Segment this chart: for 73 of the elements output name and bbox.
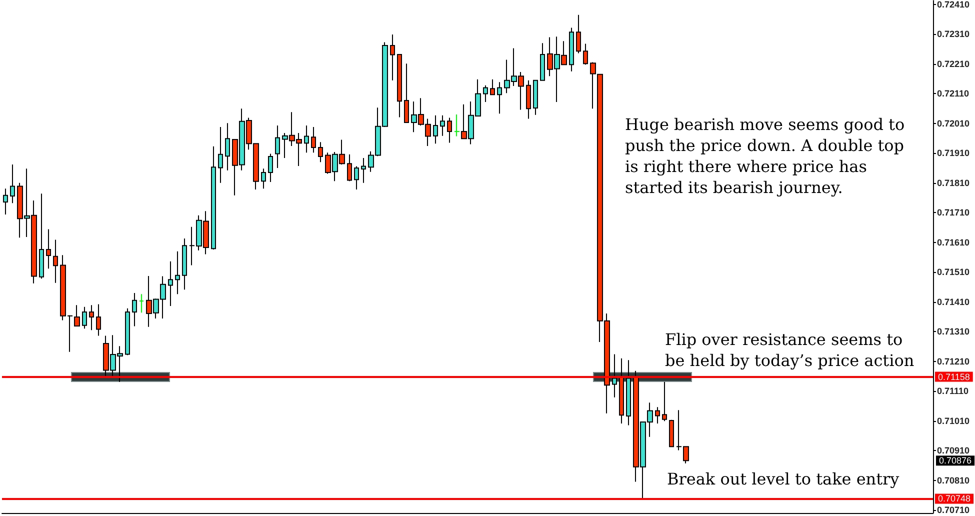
text: 0.70876 xyxy=(939,456,972,466)
candlestick xyxy=(669,419,674,448)
candlestick xyxy=(168,260,173,307)
annotation: Break out level to take entry xyxy=(667,470,900,489)
candlestick xyxy=(397,54,402,118)
candlestick xyxy=(261,168,266,190)
y-tick-label: 0.71910 xyxy=(937,148,970,158)
y-tick-label: 0.72110 xyxy=(937,88,970,99)
annotation: Flip over resistance seems to be held by today’s price action xyxy=(665,330,914,370)
candlestick xyxy=(268,153,273,183)
candlestick xyxy=(275,125,280,169)
candlestick xyxy=(46,228,51,270)
y-tick-label: 0.71610 xyxy=(937,237,970,248)
candlestick xyxy=(433,114,438,144)
candlestick xyxy=(182,238,187,290)
candlestick xyxy=(619,358,624,424)
candlestick xyxy=(225,122,230,171)
y-tick-label: 0.72310 xyxy=(937,29,970,40)
candlestick xyxy=(354,166,359,190)
candlestick xyxy=(490,78,495,96)
candlestick xyxy=(447,117,452,144)
candlestick xyxy=(576,14,581,54)
candlestick xyxy=(175,250,180,295)
candlestick xyxy=(483,84,488,103)
candlestick xyxy=(612,354,617,398)
candlestick xyxy=(304,125,309,154)
y-tick-label: 0.71210 xyxy=(937,356,970,366)
y-tick-label: 0.71810 xyxy=(937,178,970,188)
candlestick xyxy=(583,43,588,66)
candlestick xyxy=(390,34,395,81)
candlestick xyxy=(318,142,323,163)
y-tick-label: 0.70910 xyxy=(937,446,970,456)
candlestick xyxy=(655,406,660,424)
y-tick-label: 0.72210 xyxy=(937,58,970,69)
candlestick xyxy=(569,27,574,72)
y-tick-label: 0.72410 xyxy=(937,0,970,10)
annotation: Huge bearish move seems good to push the price down. A double top is right there where price has started its bearish journey. xyxy=(625,115,905,197)
y-tick-label: 0.70710 xyxy=(937,505,970,516)
candlestick xyxy=(89,304,94,331)
candlestick xyxy=(39,193,44,280)
candlestick xyxy=(361,157,366,184)
candlestick xyxy=(3,188,8,215)
candlestick xyxy=(82,306,87,330)
candlestick xyxy=(497,82,502,114)
y-tick-label: 0.71110 xyxy=(937,386,969,396)
candlestick xyxy=(404,63,409,124)
candlestick xyxy=(10,164,15,204)
candlestick xyxy=(211,146,216,250)
candlestick xyxy=(53,239,58,284)
candlestick xyxy=(533,80,538,116)
candlestick xyxy=(311,126,316,154)
candlestick xyxy=(540,42,545,81)
candlestick xyxy=(96,304,101,336)
candlestick xyxy=(139,294,144,314)
ref-line-label: 0.70748 xyxy=(938,494,971,504)
y-tick-label: 0.71010 xyxy=(937,416,970,426)
candlestick xyxy=(218,126,223,184)
candlestick xyxy=(440,114,445,136)
y-tick-label: 0.71510 xyxy=(937,267,970,278)
ref-line-label: 0.71158 xyxy=(938,372,970,382)
y-tick-label: 0.71710 xyxy=(937,208,970,218)
candlestick xyxy=(74,304,80,327)
candlestick xyxy=(132,292,137,327)
y-tick-label: 0.70810 xyxy=(937,475,970,486)
candlestick xyxy=(526,80,531,120)
candlestick xyxy=(347,154,352,182)
y-tick-label: 0.71410 xyxy=(937,296,970,307)
y-tick-label: 0.71310 xyxy=(937,326,970,337)
candlestick xyxy=(662,381,667,422)
candlestick xyxy=(125,308,130,356)
candlestick xyxy=(626,360,631,426)
y-tick-label: 0.72010 xyxy=(937,118,970,128)
candlestick xyxy=(454,114,460,137)
